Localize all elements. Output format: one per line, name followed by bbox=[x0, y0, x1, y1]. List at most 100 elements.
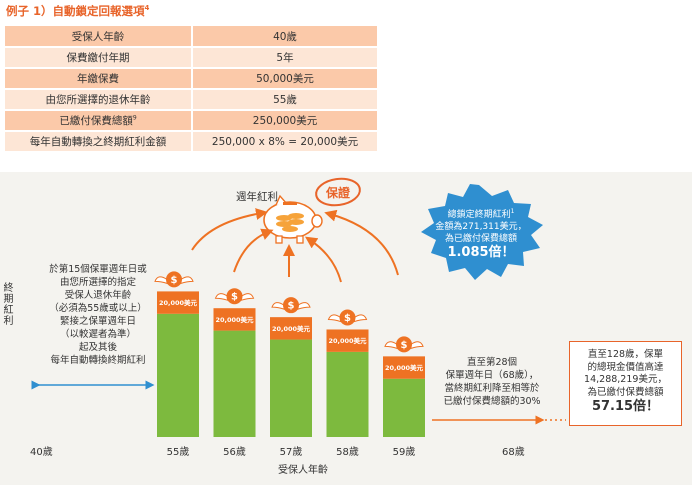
highlight-burst bbox=[421, 184, 543, 280]
table-value: 55歲 bbox=[192, 89, 377, 111]
burst-line: 總鎖定終期紅利1 bbox=[447, 208, 515, 220]
table-value: 50,000美元 bbox=[192, 68, 377, 90]
bar-base bbox=[326, 351, 369, 437]
svg-text:$: $ bbox=[288, 301, 295, 312]
x-tick-label: 58歲 bbox=[336, 445, 359, 458]
title-footnote: 4 bbox=[144, 4, 150, 13]
table-label-cell: 已繳付保費總額9 bbox=[5, 110, 193, 132]
bar-bonus bbox=[213, 308, 256, 331]
winged-coin-icon: $ bbox=[327, 309, 368, 326]
winged-coin-icon: $ bbox=[154, 271, 194, 288]
table-value: 250,000美元 bbox=[192, 110, 377, 132]
info-table: 受保人年齡 40歲 保費繳付年期 5年 年繳保費 50,000美元 由您所選擇的… bbox=[5, 26, 377, 153]
coin-icons: $ $ $ $ $ bbox=[154, 271, 424, 353]
bar-bonus bbox=[383, 356, 425, 379]
summary-text: 直至128歲，保單 的總現金價值高達 14,288,219美元， 為已繳付保費總… bbox=[571, 349, 680, 415]
bar-bonus bbox=[157, 291, 199, 314]
table-label-cell: 年繳保費 bbox=[5, 68, 193, 90]
bar-value-label: 20,000美元 bbox=[328, 336, 367, 345]
bar-value-label: 20,000美元 bbox=[272, 324, 311, 333]
left-line: 緊接之保單週年日 bbox=[59, 316, 136, 327]
left-line: 於第15個保單週年日或 bbox=[49, 264, 147, 275]
bar-bonus bbox=[326, 329, 369, 352]
summary-line: 的總現金價值高達 bbox=[587, 361, 664, 373]
title-text: 例子 1）自動鎖定回報選項 bbox=[6, 4, 145, 18]
table-label-cell: 受保人年齡 bbox=[5, 26, 193, 48]
piggy-bank-icon bbox=[263, 194, 323, 244]
middle-annotation: 直至第28個 保單週年日（68歲）， 當終期紅利降至相等於 已繳付保費總額的30… bbox=[428, 356, 556, 408]
burst-multiple: 1.085倍！ bbox=[447, 245, 515, 260]
table-label: 每年自動轉換之終期紅利金額 bbox=[29, 136, 167, 148]
tick-end-age: 68歲 bbox=[502, 445, 525, 458]
burst-line: 金額為271,311美元， bbox=[435, 222, 527, 232]
table-label: 已繳付保費總額 bbox=[59, 115, 133, 127]
bars: 20,000美元 20,000美元 20,000美元 20,000美元 20,000美元 bbox=[157, 291, 425, 437]
middle-line: 直至第28個 bbox=[466, 357, 518, 368]
bar-base bbox=[270, 339, 312, 437]
bar-base bbox=[213, 330, 256, 437]
bar-base bbox=[383, 378, 425, 437]
summary-line: 為已繳付保費總額 bbox=[587, 386, 664, 398]
bar-value-label: 20,000美元 bbox=[215, 315, 254, 324]
annual-bonus-label: 週年紅利 bbox=[236, 191, 278, 203]
table-row: 每年自動轉換之終期紅利金額 250,000 x 8% = 20,000美元 bbox=[5, 131, 377, 153]
left-annotation: 於第15個保單週年日或 由您所選擇的指定 受保人退休年齡 （必須為55歲或以上）… bbox=[34, 263, 162, 367]
winged-coin-icon: $ bbox=[214, 288, 255, 305]
winged-coin-icon: $ bbox=[271, 297, 311, 314]
table-value: 5年 bbox=[192, 47, 377, 69]
svg-text:$: $ bbox=[231, 292, 238, 303]
summary-line: 14,288,219美元， bbox=[584, 374, 667, 385]
burst-footnote: 1 bbox=[510, 208, 515, 215]
table-label-cell: 保費繳付年期 bbox=[5, 47, 193, 69]
table-row: 已繳付保費總額9 250,000美元 bbox=[5, 110, 377, 132]
table-row: 由您所選擇的退休年齡 55歲 bbox=[5, 89, 377, 111]
bonus-arrows bbox=[191, 208, 399, 283]
burst-line: 為已繳付保費總額 bbox=[444, 234, 517, 244]
svg-text:$: $ bbox=[171, 275, 178, 286]
summary-line: 直至128歲，保單 bbox=[587, 349, 664, 360]
middle-line: 保單週年日（68歲）， bbox=[445, 370, 539, 381]
tick-start-age: 40歲 bbox=[30, 445, 53, 458]
bar-bonus bbox=[270, 317, 312, 340]
x-axis-title: 受保人年齡 bbox=[278, 463, 328, 476]
guarantee-badge: 保證 bbox=[315, 177, 361, 207]
x-tick-label: 59歲 bbox=[393, 445, 416, 458]
left-line: 起及其後 bbox=[78, 342, 117, 353]
badge-text: 保證 bbox=[325, 185, 351, 200]
summary-box bbox=[569, 341, 682, 426]
table-value: 40歲 bbox=[192, 26, 377, 48]
table-label: 保費繳付年期 bbox=[66, 52, 130, 64]
table-label: 由您所選擇的退休年齡 bbox=[45, 94, 151, 106]
table-row: 受保人年齡 40歲 bbox=[5, 26, 377, 48]
middle-line: 當終期紅利降至相等於 bbox=[444, 383, 540, 394]
y-axis-title: 終期紅利 bbox=[3, 283, 14, 327]
x-tick-label: 56歲 bbox=[223, 445, 246, 458]
left-line: （必須為55歲或以上） bbox=[49, 303, 147, 314]
table-row: 保費繳付年期 5年 bbox=[5, 47, 377, 69]
table-value: 250,000 x 8% = 20,000美元 bbox=[192, 131, 377, 153]
x-tick-labels: 55歲 56歲 57歲 58歲 59歲 bbox=[167, 445, 416, 458]
left-line: （以較遲者為準） bbox=[59, 329, 136, 340]
table-label: 年繳保費 bbox=[77, 73, 119, 85]
left-line: 由您所選擇的指定 bbox=[59, 277, 136, 288]
table-footnote: 9 bbox=[132, 114, 137, 122]
x-tick-label: 55歲 bbox=[167, 445, 190, 458]
table-row: 年繳保費 50,000美元 bbox=[5, 68, 377, 90]
page-title: 例子 1）自動鎖定回報選項4 bbox=[6, 3, 149, 19]
svg-text:$: $ bbox=[344, 313, 351, 324]
left-line: 受保人退休年齡 bbox=[64, 290, 132, 301]
table-label-cell: 每年自動轉換之終期紅利金額 bbox=[5, 131, 193, 153]
burst-text: 總鎖定終期紅利1 金額為271,311美元， 為已繳付保費總額 1.085倍！ bbox=[421, 206, 541, 261]
svg-text:$: $ bbox=[401, 340, 408, 351]
table-label: 受保人年齡 bbox=[71, 30, 125, 43]
x-tick-label: 57歲 bbox=[280, 445, 303, 458]
bar-value-label: 20,000美元 bbox=[159, 298, 198, 307]
bar-value-label: 20,000美元 bbox=[385, 363, 424, 372]
left-line: 每年自動轉換終期紅利 bbox=[50, 355, 146, 366]
summary-multiple: 57.15倍！ bbox=[591, 399, 660, 414]
bar-base bbox=[157, 313, 199, 437]
table-label-cell: 由您所選擇的退休年齡 bbox=[5, 89, 193, 111]
middle-line: 已繳付保費總額的30% bbox=[443, 396, 541, 407]
winged-coin-icon: $ bbox=[384, 336, 424, 353]
